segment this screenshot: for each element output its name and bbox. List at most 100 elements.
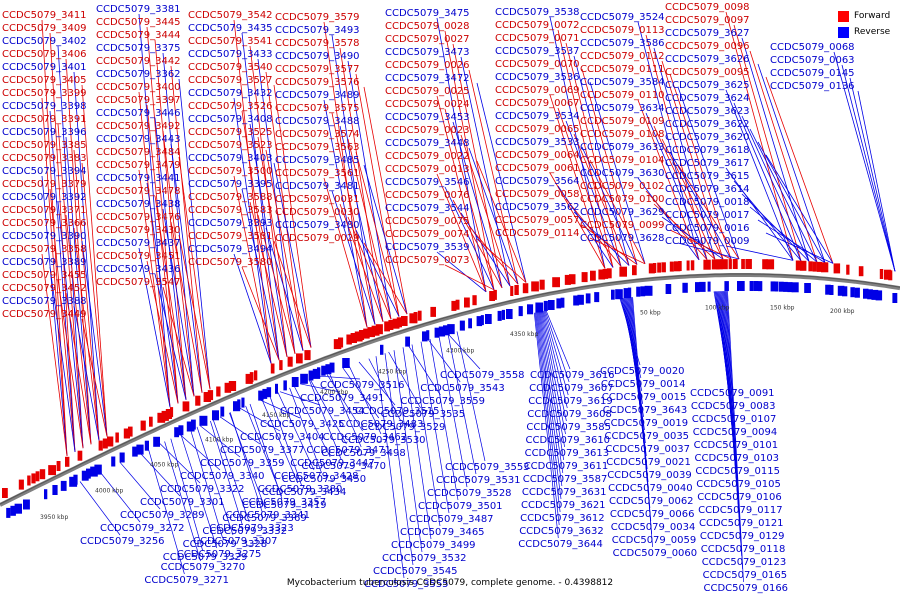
label-connector — [99, 471, 141, 523]
reverse-gene-label: CCDC5079_0016 — [665, 223, 750, 234]
forward-gene — [254, 370, 258, 381]
label-connector — [257, 214, 296, 354]
forward-gene-label: CCDC5079_3411 — [2, 10, 87, 21]
forward-gene — [18, 479, 24, 490]
reverse-gene-label: CCDC5079_0021 — [606, 457, 691, 468]
forward-gene — [703, 259, 711, 270]
forward-gene — [207, 390, 214, 401]
reverse-gene — [695, 282, 700, 293]
reverse-gene-label: CCDC5079_3488 — [275, 116, 360, 127]
reverse-gene-label: CCDC5079_0009 — [665, 236, 750, 247]
forward-gene-label: CCDC5079_3449 — [2, 309, 87, 320]
label-connector — [331, 34, 376, 325]
forward-gene — [401, 316, 408, 326]
reverse-gene-label: CCDC5079_3419 — [242, 500, 327, 511]
reverse-gene — [758, 281, 763, 292]
reverse-gene-label: CCDC5079_3616 — [530, 370, 615, 381]
forward-gene — [884, 269, 891, 280]
reverse-gene-label: CCDC5079_3555 — [364, 579, 449, 590]
label-connector — [447, 333, 481, 370]
forward-gene — [846, 264, 850, 275]
forward-gene — [123, 428, 130, 439]
reverse-gene — [585, 293, 591, 304]
reverse-gene-label: CCDC5079_3528 — [427, 488, 512, 499]
reverse-gene-label: CCDC5079_0145 — [770, 68, 855, 79]
label-connector — [57, 45, 84, 449]
reverse-gene — [422, 331, 428, 342]
label-connector — [319, 375, 361, 380]
forward-gene-label: CCDC5079_0023 — [385, 125, 470, 136]
reverse-gene-label: CCDC5079_3454 — [280, 406, 365, 417]
forward-gene — [296, 353, 303, 364]
label-connector — [241, 110, 280, 361]
reverse-gene-label: CCDC5079_3615 — [665, 171, 750, 182]
reverse-gene-label: CCDC5079_3485 — [275, 155, 360, 166]
gene-arrows — [2, 259, 898, 518]
reverse-gene — [497, 310, 502, 321]
forward-gene-label: CCDC5079_3385 — [2, 140, 87, 151]
reverse-gene — [644, 285, 653, 296]
label-connector — [57, 279, 84, 449]
reverse-gene — [665, 284, 672, 294]
reverse-gene-label: CCDC5079_0083 — [691, 401, 776, 412]
forward-gene — [195, 395, 201, 406]
reverse-gene-label: CCDC5079_3533 — [495, 137, 580, 148]
forward-gene-label: CCDC5079_0024 — [385, 99, 470, 110]
label-connector — [178, 156, 211, 390]
reverse-gene-label: CCDC5079_3553 — [445, 462, 530, 473]
forward-gene — [800, 260, 807, 271]
reverse-gene-label: CCDC5079_0019 — [604, 418, 689, 429]
reverse-gene — [850, 287, 855, 298]
forward-gene — [56, 461, 61, 471]
label-connector — [273, 240, 312, 348]
reverse-gene-label: CCDC5079_0039 — [607, 470, 692, 481]
scale-tick-label: 100 kbp — [705, 305, 730, 312]
reverse-gene-label: CCDC5079_3470 — [301, 461, 386, 472]
label-connector — [749, 128, 818, 263]
label-connector — [727, 291, 744, 583]
reverse-gene — [136, 444, 144, 455]
forward-gene — [149, 416, 153, 427]
reverse-gene-label: CCDC5079_3536 — [495, 72, 580, 83]
reverse-gene — [69, 476, 78, 487]
reverse-gene-label: CCDC5079_3515 — [355, 406, 440, 417]
scale-tick-label: 4200 kbp — [320, 389, 348, 396]
reverse-gene-label: CCDC5079_0034 — [611, 522, 696, 533]
label-connector — [765, 76, 834, 264]
forward-gene — [249, 372, 254, 383]
reverse-gene — [774, 281, 779, 292]
forward-gene — [879, 269, 884, 279]
label-connector — [542, 310, 568, 409]
reverse-gene-label: CCDC5079_3622 — [665, 119, 750, 130]
reverse-gene — [737, 281, 745, 291]
label-connector — [355, 229, 400, 317]
forward-gene — [65, 456, 70, 467]
forward-gene — [165, 409, 172, 419]
forward-gene — [367, 327, 375, 338]
label-connector — [573, 55, 630, 266]
reverse-gene-label: CCDC5079_3535 — [381, 409, 466, 420]
forward-gene-label: CCDC5079_3409 — [2, 23, 87, 34]
reverse-gene — [573, 295, 580, 306]
label-connector — [849, 77, 896, 272]
label-connector — [339, 47, 384, 322]
label-connector — [154, 273, 187, 400]
reverse-gene-label: CCDC5079_3530 — [341, 435, 426, 446]
reverse-gene — [527, 304, 534, 315]
forward-gene-label: CCDC5079_0027 — [385, 34, 470, 45]
reverse-gene-label: CCDC5079_3453 — [385, 112, 470, 123]
label-connector — [411, 344, 441, 527]
forward-gene-label: CCDC5079_0102 — [580, 181, 665, 192]
label-connector — [241, 188, 280, 361]
reverse-gene — [615, 289, 623, 300]
forward-gene-label: CCDC5079_3540 — [188, 62, 273, 73]
label-connector — [533, 312, 559, 539]
label-connector — [573, 133, 630, 266]
reverse-gene-label: CCDC5079_3546 — [385, 177, 470, 188]
label-connector — [436, 251, 487, 293]
reverse-gene-label: CCDC5079_3404 — [240, 432, 325, 443]
reverse-gene-label: CCDC5079_3544 — [385, 203, 470, 214]
forward-gene — [598, 269, 606, 280]
reverse-gene — [81, 470, 89, 481]
label-connector — [765, 154, 834, 264]
